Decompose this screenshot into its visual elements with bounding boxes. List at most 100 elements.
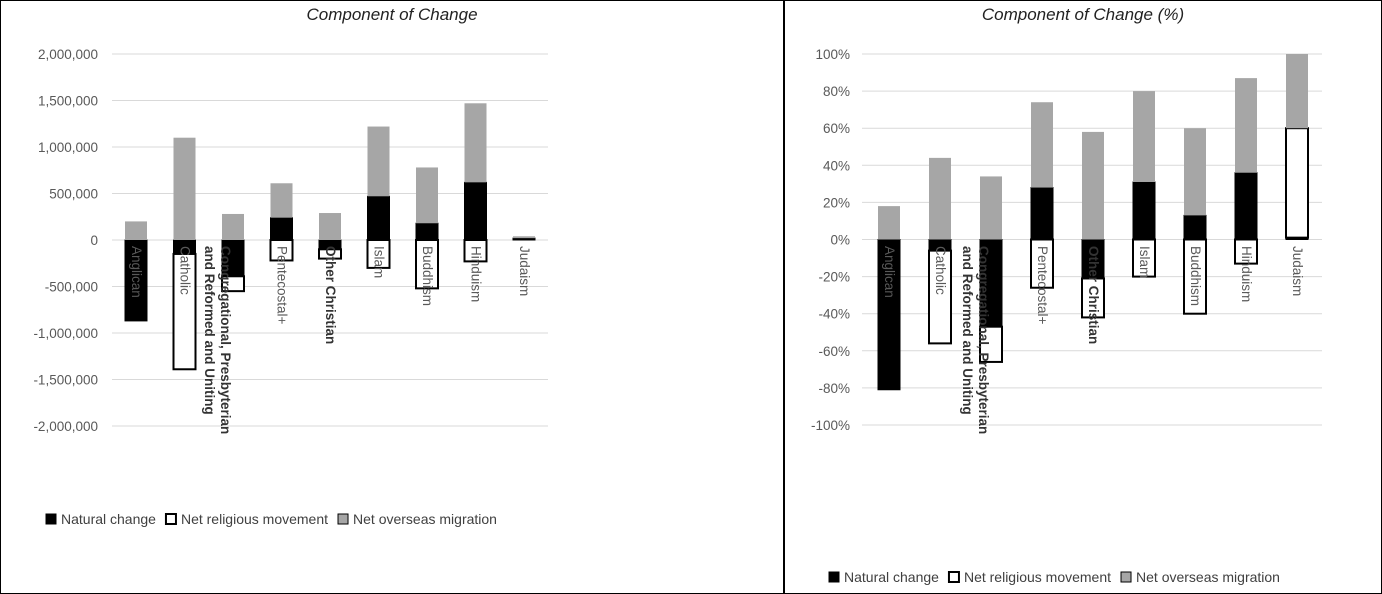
y-tick-label: -20% (818, 270, 850, 285)
y-tick-label: -1,500,000 (33, 373, 98, 388)
chart-title: Component of Change (%) (982, 5, 1184, 24)
legend-swatch-natural-change (45, 513, 57, 525)
chart-title: Component of Change (306, 5, 477, 24)
bar-net-overseas-migration (1082, 131, 1104, 240)
legend-label-natural-change: Natural change (844, 569, 939, 585)
bar-natural-change (415, 222, 439, 241)
category-label-line: Pentecostal+ (1035, 246, 1050, 325)
category-labels: Anglican Catholic Congregational, Presbyte… (129, 246, 532, 434)
category-label: Other Christian (1086, 246, 1101, 344)
bar-net-religious-movement (1132, 238, 1156, 278)
legend: Natural change Net religious movement Net … (45, 511, 497, 527)
y-tick-label: 2,000,000 (38, 47, 98, 62)
bar-net-religious-movement (1285, 127, 1309, 239)
category-label-line: Hinduism (469, 246, 484, 302)
category-label-line: Hinduism (1239, 246, 1254, 302)
bar-natural-change (1030, 187, 1054, 240)
y-tick-label: -80% (818, 381, 850, 396)
category-label-line: Buddhism (420, 246, 435, 306)
category-label: Pentecostal+ (1035, 246, 1050, 325)
y-tick-label: 0 (90, 233, 98, 248)
y-tick-label: -2,000,000 (33, 419, 98, 434)
y-tick-label: 40% (823, 158, 850, 173)
bars (124, 103, 536, 371)
bar-net-overseas-migration (929, 157, 951, 240)
category-label-line: Islam (1137, 246, 1152, 278)
category-label-line: Catholic (933, 246, 948, 295)
y-tick-label: 0% (830, 233, 850, 248)
bar-net-religious-movement (1183, 238, 1207, 315)
category-label: Buddhism (1188, 246, 1203, 306)
category-label: Judaism (1290, 246, 1305, 296)
bar-net-religious-movement (318, 248, 342, 260)
bar-net-overseas-migration (513, 236, 535, 239)
y-tick-label: -500,000 (45, 280, 98, 295)
category-label: Other Christian (323, 246, 338, 344)
category-label-line: Congregational, Presbyterian (218, 246, 233, 434)
category-label: Anglican (129, 246, 144, 298)
bar-net-overseas-migration (1031, 102, 1053, 188)
bar-net-religious-movement (415, 239, 439, 290)
y-tick-label: 1,500,000 (38, 94, 98, 109)
bar-net-religious-movement (463, 239, 488, 263)
category-label-line: Catholic (178, 246, 193, 295)
legend-swatch-net-religious-movement (164, 513, 177, 525)
category-label: Anglican (882, 246, 897, 298)
legend-swatch-net-religious-movement (947, 571, 960, 583)
category-label: Hinduism (1239, 246, 1254, 302)
chart-component-of-change-percent: Component of Change (%) 100% 80% 60% 40% 20%… (784, 0, 1382, 594)
category-label-line: Judaism (1290, 246, 1305, 296)
bar-net-overseas-migration (222, 213, 244, 240)
bar-natural-change (464, 181, 487, 241)
bar-natural-change (367, 195, 390, 241)
category-label-line: Other Christian (1086, 246, 1101, 344)
legend-label-net-overseas-migration: Net overseas migration (1136, 569, 1280, 585)
bars (877, 54, 1309, 391)
bar-net-overseas-migration (1133, 91, 1155, 182)
y-axis-ticks: 2,000,000 1,500,000 1,000,000 500,000 0 -500,… (33, 47, 98, 434)
category-label: Judaism (517, 246, 532, 296)
legend-label-natural-change: Natural change (61, 511, 156, 527)
bar-net-overseas-migration (464, 103, 487, 183)
bar-net-religious-movement (269, 239, 294, 262)
chart-component-of-change: Component of Change 2,000,000 1,500,000 1,… (0, 0, 784, 594)
category-label-line: Islam (372, 246, 387, 278)
bar-natural-change (1234, 172, 1258, 240)
legend-label-net-religious-movement: Net religious movement (964, 569, 1111, 585)
y-tick-label: -40% (818, 307, 850, 322)
bar-net-religious-movement (221, 275, 245, 293)
y-tick-label: 80% (823, 84, 850, 99)
category-labels: Anglican Catholic Congregational, Presbyte… (882, 246, 1305, 434)
bar-net-religious-movement (1081, 277, 1105, 319)
category-label-line: Anglican (882, 246, 897, 298)
y-tick-label: -100% (811, 418, 850, 433)
bar-net-overseas-migration (1286, 54, 1308, 129)
bar-net-overseas-migration (319, 213, 341, 240)
bar-net-overseas-migration (416, 167, 438, 224)
chart-frame (0, 0, 784, 594)
category-label-line: Other Christian (323, 246, 338, 344)
category-label: Buddhism (420, 246, 435, 306)
bar-net-religious-movement (172, 252, 197, 371)
category-label: Pentecostal+ (275, 246, 290, 325)
bar-natural-change (270, 217, 293, 241)
bar-net-religious-movement (979, 325, 1003, 363)
legend-label-net-overseas-migration: Net overseas migration (353, 511, 497, 527)
y-tick-label: 20% (823, 195, 850, 210)
category-label-line: and Reformed and Uniting (202, 246, 217, 415)
bar-net-overseas-migration (1235, 78, 1257, 173)
bar-net-religious-movement (366, 239, 391, 269)
y-axis-ticks: 100% 80% 60% 40% 20% 0% -20% -40% -60% -80% -100% (811, 47, 850, 433)
bar-net-overseas-migration (173, 137, 196, 240)
legend: Natural change Net religious movement Net … (828, 569, 1280, 585)
category-label-line: Congregational, Presbyterian (976, 246, 991, 434)
category-label-line: Judaism (517, 246, 532, 296)
category-label-line: and Reformed and Uniting (960, 246, 975, 415)
legend-swatch-net-overseas-migration (1120, 571, 1132, 583)
legend-label-net-religious-movement: Net religious movement (181, 511, 328, 527)
legend-swatch-natural-change (828, 571, 840, 583)
category-label: Islam (1137, 246, 1152, 278)
